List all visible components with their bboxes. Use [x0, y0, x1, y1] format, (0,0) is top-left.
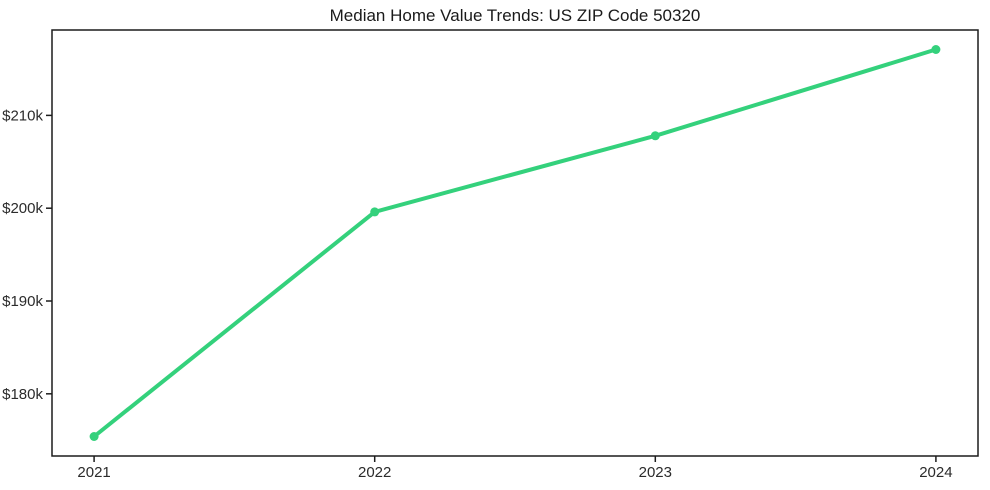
y-tick-label: $200k — [2, 200, 43, 217]
data-point-2021 — [89, 432, 99, 441]
x-tick-label: 2022 — [358, 464, 391, 481]
x-tick-label: 2023 — [639, 464, 672, 481]
chart-title: Median Home Value Trends: US ZIP Code 50… — [329, 6, 701, 25]
y-tick-label: $210k — [2, 107, 43, 124]
data-point-2024 — [931, 45, 941, 54]
x-tick-label: 2024 — [919, 464, 952, 481]
x-tick-label: 2021 — [77, 464, 110, 481]
data-point-2022 — [370, 207, 380, 217]
median-home-value-line — [92, 47, 938, 439]
y-tick-label: $180k — [2, 386, 43, 403]
data-point-2023 — [650, 131, 660, 141]
plot-frame — [51, 29, 979, 457]
y-tick-label: $190k — [2, 293, 43, 310]
